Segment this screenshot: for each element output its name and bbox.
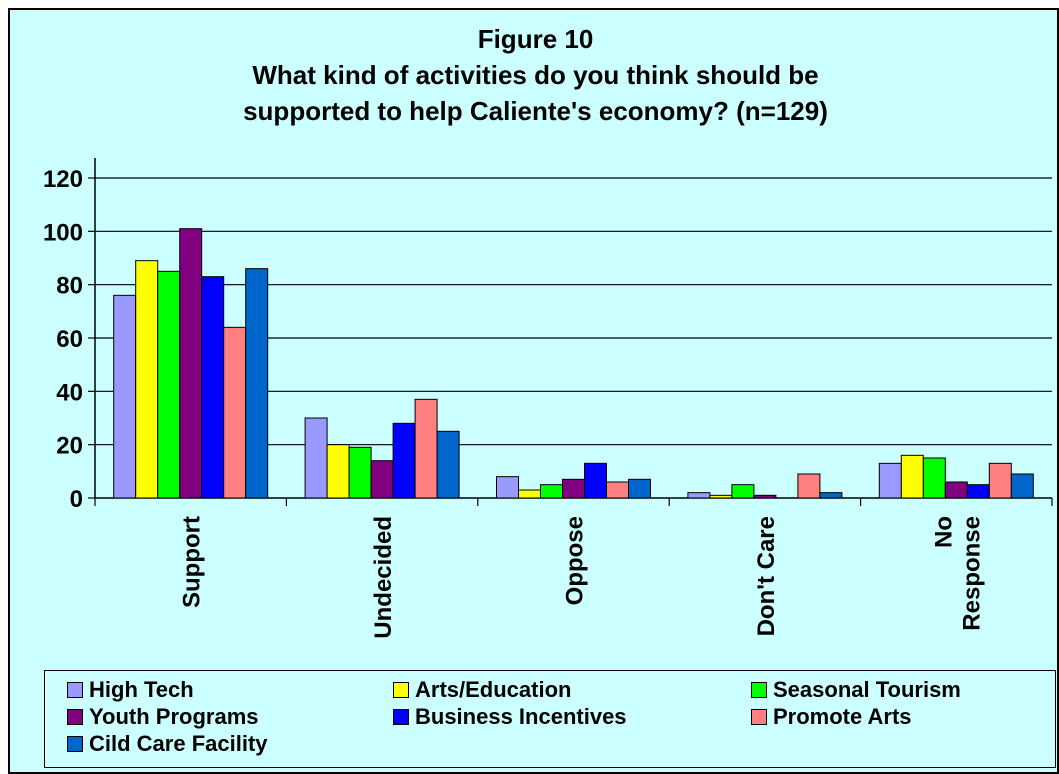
category-label: Support (179, 516, 206, 608)
bar-high-tech-2 (496, 476, 519, 499)
legend-item: Cild Care Facility (67, 731, 268, 757)
legend-item: Seasonal Tourism (751, 677, 961, 703)
bar-seasonal-tourism-0 (157, 270, 181, 499)
bar-seasonal-tourism-2 (540, 484, 563, 499)
bar-high-tech-0 (113, 294, 137, 499)
legend: High Tech Arts/Education Seasonal Tourism Y… (44, 670, 1056, 768)
bar-seasonal-tourism-4 (922, 457, 946, 499)
bar-cild-care-facility-2 (628, 478, 651, 499)
legend-swatch (751, 709, 767, 725)
bar-cild-care-facility-3 (819, 492, 843, 499)
category-label: No (930, 516, 957, 548)
bar-seasonal-tourism-3 (731, 484, 755, 499)
legend-item: Business Incentives (393, 704, 627, 730)
y-tick-label: 80 (56, 273, 83, 300)
bar-youth-programs-1 (370, 460, 394, 499)
legend-label: High Tech (89, 677, 194, 702)
legend-label: Seasonal Tourism (773, 677, 961, 702)
bar-arts-education-3 (709, 494, 733, 499)
bar-youth-programs-4 (944, 481, 968, 499)
legend-label: Youth Programs (89, 704, 259, 729)
bar-arts-education-2 (518, 489, 541, 499)
y-tick-label: 0 (70, 486, 83, 513)
bar-high-tech-1 (304, 417, 328, 499)
bar-youth-programs-3 (753, 494, 777, 499)
bar-promote-arts-3 (797, 473, 821, 499)
chart-area: Figure 10 What kind of activities do you… (8, 8, 1059, 774)
legend-swatch (393, 709, 409, 725)
y-tick-label: 40 (56, 379, 83, 406)
bar-youth-programs-0 (179, 228, 203, 499)
legend-swatch (67, 709, 83, 725)
bar-arts-education-0 (135, 260, 159, 499)
legend-item: Promote Arts (751, 704, 912, 730)
legend-label: Promote Arts (773, 704, 912, 729)
bar-promote-arts-4 (988, 462, 1012, 499)
y-tick-label: 120 (43, 166, 83, 193)
bar-high-tech-4 (878, 462, 902, 499)
legend-label: Cild Care Facility (89, 731, 268, 756)
legend-swatch (67, 736, 83, 752)
bar-business-incentives-4 (966, 484, 990, 499)
bar-arts-education-4 (900, 454, 924, 499)
bar-promote-arts-2 (606, 481, 629, 499)
bar-promote-arts-0 (223, 326, 247, 499)
y-tick-label: 100 (43, 219, 83, 246)
bar-promote-arts-1 (414, 398, 438, 499)
legend-item: High Tech (67, 677, 194, 703)
legend-swatch (67, 682, 83, 698)
bar-youth-programs-2 (562, 478, 585, 499)
category-label: Don't Care (753, 516, 780, 636)
bar-seasonal-tourism-1 (348, 446, 372, 499)
bar-arts-education-1 (326, 444, 350, 499)
chart-subtitle-line-2: supported to help Caliente's economy? (n… (243, 96, 828, 126)
y-tick-label: 20 (56, 433, 83, 460)
category-label: Oppose (562, 516, 589, 605)
y-tick-label: 60 (56, 326, 83, 353)
bar-business-incentives-1 (392, 422, 416, 499)
bar-cild-care-facility-1 (436, 430, 460, 499)
bar-high-tech-3 (687, 492, 711, 499)
bar-business-incentives-2 (584, 462, 607, 499)
bar-chart: 0 20 40 60 80 100 120 Support Undecided Oppose Don… (43, 158, 1053, 639)
chart-title: Figure 10 (477, 24, 594, 54)
category-label: Undecided (370, 516, 397, 639)
legend-swatch (393, 682, 409, 698)
legend-label: Arts/Education (415, 677, 572, 702)
category-label: Response (958, 516, 985, 631)
bar-cild-care-facility-0 (245, 268, 269, 499)
legend-item: Arts/Education (393, 677, 571, 703)
bar-cild-care-facility-4 (1010, 473, 1034, 499)
legend-item: Youth Programs (67, 704, 259, 730)
bar-business-incentives-0 (201, 276, 225, 499)
legend-label: Business Incentives (415, 704, 627, 729)
legend-swatch (751, 682, 767, 698)
chart-subtitle-line-1: What kind of activities do you think sho… (252, 60, 819, 90)
